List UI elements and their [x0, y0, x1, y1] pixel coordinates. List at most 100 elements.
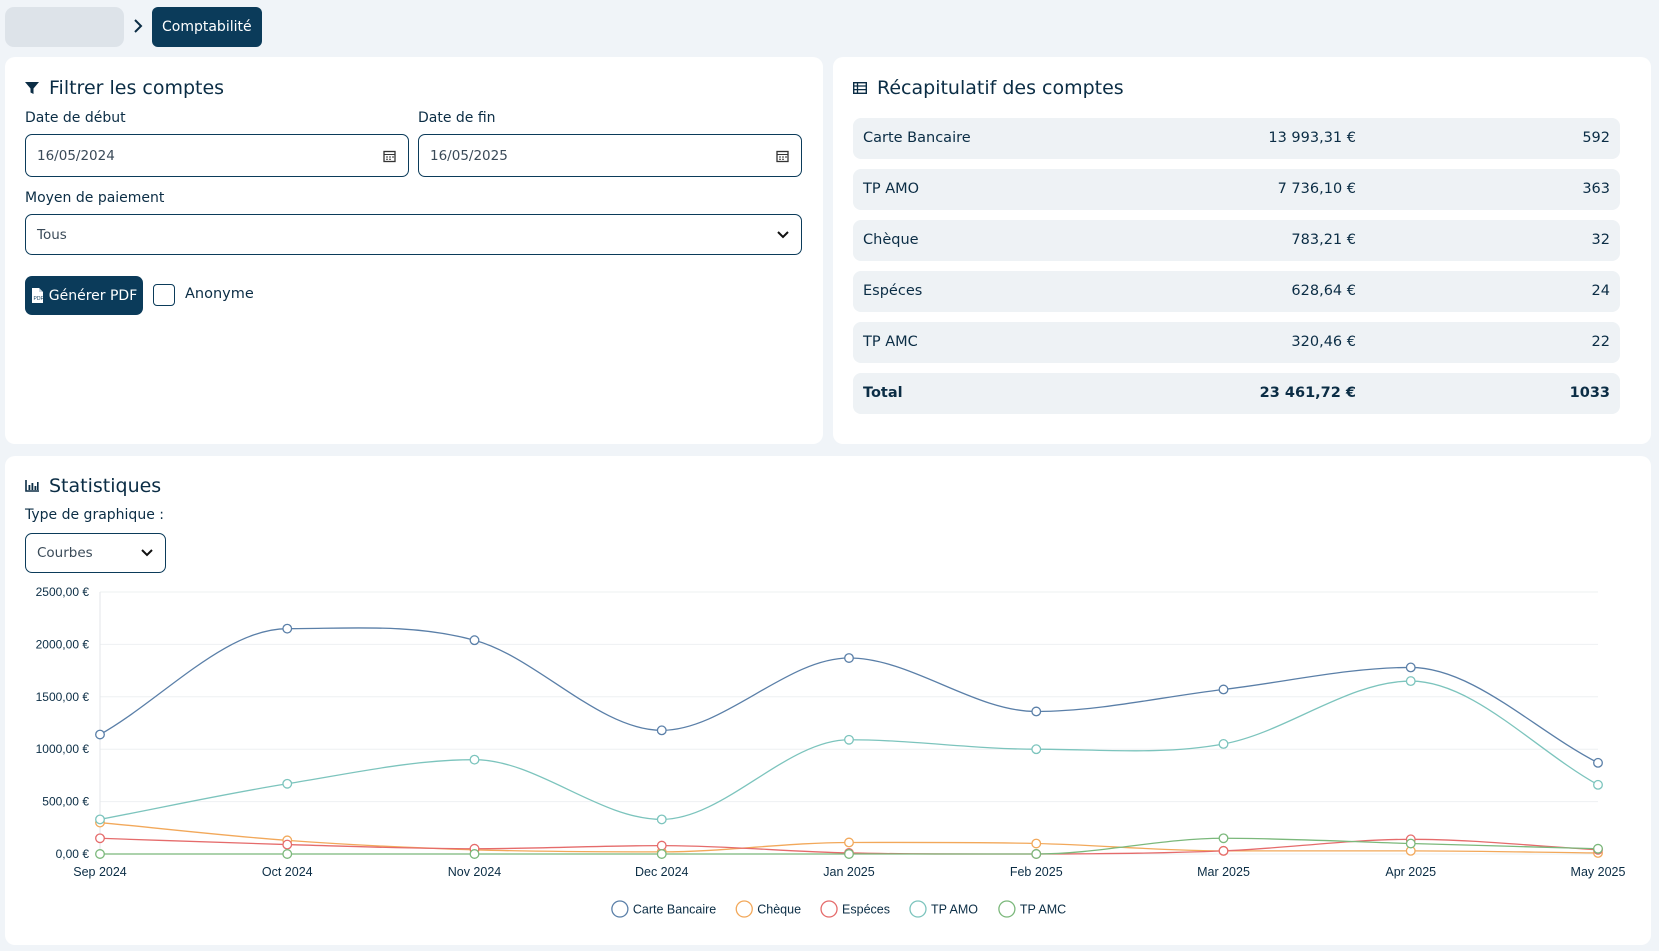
data-point — [1593, 779, 1603, 790]
legend-marker — [611, 900, 629, 918]
legend-marker — [735, 900, 753, 918]
y-tick-label: 0,00 € — [56, 847, 90, 861]
summary-row: TP AMC 320,46 € 22 — [853, 322, 1620, 363]
summary-title-text: Récapitulatif des comptes — [877, 77, 1124, 99]
payment-method-label: Moyen de paiement — [25, 190, 165, 206]
data-point — [1593, 757, 1603, 768]
y-tick-label: 2000,00 € — [36, 637, 90, 651]
filter-title: Filtrer les comptes — [25, 77, 224, 99]
start-date-value: 16/05/2024 — [37, 147, 115, 164]
data-point — [95, 849, 105, 859]
generate-pdf-label: Générer PDF — [48, 287, 138, 304]
summary-row: Chèque 783,21 € 32 — [853, 220, 1620, 261]
chart-type-select[interactable]: Courbes — [25, 533, 166, 573]
summary-row-name: TP AMC — [863, 334, 918, 350]
y-tick-label: 1000,00 € — [36, 742, 90, 756]
x-tick-label: Jan 2025 — [823, 865, 874, 879]
start-date-label: Date de début — [25, 110, 126, 126]
data-point — [656, 725, 667, 736]
data-point — [1405, 838, 1416, 849]
summary-total-name: Total — [863, 385, 903, 401]
data-point — [469, 635, 480, 646]
summary-row-amount: 7 736,10 € — [1277, 181, 1356, 197]
end-date-input[interactable]: 16/05/2025 — [418, 134, 802, 177]
breadcrumb-current[interactable]: Comptabilité — [152, 7, 262, 47]
summary-row: TP AMO 7 736,10 € 363 — [853, 169, 1620, 210]
end-date-value: 16/05/2025 — [430, 147, 508, 164]
legend-label: TP AMC — [1020, 903, 1066, 917]
payment-method-value: Tous — [37, 226, 67, 243]
summary-row-name: TP AMO — [863, 181, 920, 197]
chart-type-label: Type de graphique : — [25, 507, 164, 523]
data-point — [844, 653, 854, 663]
data-point — [1405, 676, 1416, 687]
series-line — [99, 680, 1599, 821]
data-point — [95, 833, 105, 844]
legend-label: Carte Bancaire — [633, 903, 716, 917]
anonymous-label[interactable]: Anonyme — [185, 286, 254, 302]
data-point — [1218, 845, 1229, 856]
legend-label: Chèque — [757, 903, 801, 917]
chevron-down-icon — [777, 230, 789, 239]
summary-total-amount: 23 461,72 € — [1259, 385, 1356, 401]
legend-label: TP AMO — [931, 903, 978, 917]
data-point — [844, 837, 854, 848]
table-icon — [853, 82, 867, 94]
x-tick-label: May 2025 — [1571, 865, 1626, 879]
summary-total-count: 1033 — [1569, 385, 1610, 401]
summary-row-name: Carte Bancaire — [863, 130, 971, 146]
data-point — [656, 849, 667, 859]
payment-method-select[interactable]: Tous — [25, 214, 802, 255]
data-point — [1031, 849, 1042, 859]
data-point — [469, 849, 480, 859]
statistics-title: Statistiques — [25, 475, 161, 497]
data-point — [95, 729, 105, 740]
x-tick-label: Mar 2025 — [1197, 865, 1250, 879]
summary-row-count: 32 — [1591, 232, 1610, 248]
summary-total-row: Total 23 461,72 € 1033 — [853, 373, 1620, 414]
data-point — [844, 734, 854, 745]
breadcrumb-home[interactable] — [5, 7, 124, 47]
y-tick-label: 500,00 € — [42, 795, 89, 809]
x-tick-label: Apr 2025 — [1385, 865, 1436, 879]
summary-row: Espéces 628,64 € 24 — [853, 271, 1620, 312]
start-date-input[interactable]: 16/05/2024 — [25, 134, 409, 177]
filter-title-text: Filtrer les comptes — [49, 77, 225, 99]
breadcrumb: Comptabilité — [5, 7, 262, 47]
x-tick-label: Nov 2024 — [448, 865, 502, 879]
y-tick-label: 1500,00 € — [36, 690, 90, 704]
data-point — [656, 814, 667, 825]
data-point — [1218, 833, 1229, 844]
filter-icon — [25, 82, 39, 94]
calendar-icon[interactable] — [383, 149, 396, 162]
statistics-title-text: Statistiques — [49, 475, 162, 497]
chart-type-value: Courbes — [37, 545, 93, 561]
data-point — [1593, 843, 1603, 854]
summary-row-count: 24 — [1591, 283, 1610, 299]
data-point — [469, 754, 480, 765]
calendar-icon[interactable] — [776, 149, 789, 162]
data-point — [282, 849, 293, 859]
data-point — [282, 623, 293, 634]
chevron-right-icon — [124, 17, 152, 38]
anonymous-checkbox[interactable] — [153, 284, 175, 306]
summary-row-name: Chèque — [863, 232, 919, 248]
summary-row-amount: 783,21 € — [1291, 232, 1356, 248]
summary-row: Carte Bancaire 13 993,31 € 592 — [853, 118, 1620, 159]
legend-marker — [998, 900, 1016, 918]
x-tick-label: Sep 2024 — [73, 865, 127, 879]
x-tick-label: Feb 2025 — [1010, 865, 1063, 879]
summary-row-amount: 320,46 € — [1291, 334, 1356, 350]
data-point — [1405, 662, 1416, 673]
statistics-card — [5, 456, 1651, 945]
legend-marker — [820, 900, 838, 918]
x-tick-label: Dec 2024 — [635, 865, 689, 879]
summary-row-amount: 628,64 € — [1291, 283, 1356, 299]
summary-row-name: Espéces — [863, 283, 923, 299]
chevron-down-icon — [141, 549, 153, 557]
generate-pdf-button[interactable]: PDF Générer PDF — [25, 276, 143, 315]
legend-label: Espéces — [842, 903, 890, 917]
y-tick-label: 2500,00 € — [36, 585, 90, 599]
end-date-label: Date de fin — [418, 110, 496, 126]
